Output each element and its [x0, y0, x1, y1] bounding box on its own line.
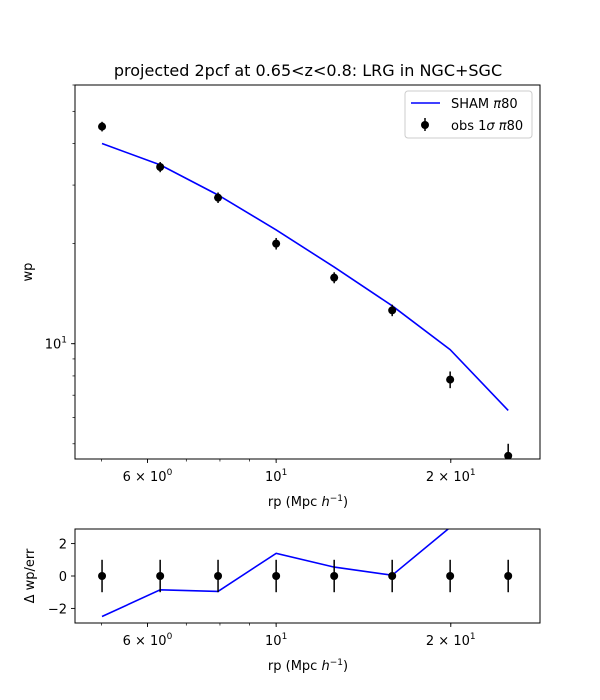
residual-x-tick-label: 101 [265, 632, 287, 649]
residual-y-tick-label: −2 [48, 602, 67, 617]
residual-xlabel-var: h [321, 659, 329, 674]
main-x-tick-label: 2 × 101 [426, 468, 476, 485]
main-y-tick-label-exp: 1 [61, 336, 67, 346]
legend-sham-label: SHAM π80 [451, 97, 518, 112]
main-x-tick-label: 101 [265, 468, 287, 485]
main-xlabel-tail: ) [343, 495, 348, 510]
residual-x-tick-label-base: 2 × 10 [426, 634, 470, 649]
residual-x-tick-label-base: 10 [265, 634, 282, 649]
main-axes-frame [74, 84, 541, 460]
main-xlabel: rp (Mpc h−1) [268, 494, 348, 510]
residual-y-tick-label: 0 [59, 570, 67, 585]
residual-x-tick-label-exp: 1 [282, 632, 288, 642]
legend-obs-label-sym: σ [486, 119, 495, 134]
residual-xlabel-tail: ) [343, 659, 348, 674]
main-xlabel-sup: −1 [330, 494, 343, 504]
residual-data-point [214, 572, 223, 580]
legend-obs-label: obs 1σ π80 [451, 119, 523, 134]
main-data-point [446, 375, 455, 384]
main-data-point [504, 451, 513, 459]
main-data-point [214, 193, 223, 202]
residual-ylabel: Δ wp/err [23, 548, 38, 603]
residual-data-point [446, 572, 455, 580]
main-data-point [330, 273, 339, 282]
legend-obs-marker [421, 121, 429, 129]
residual-xlabel: rp (Mpc h−1) [268, 658, 348, 674]
residual-axes-frame [74, 528, 541, 624]
legend-obs-label-base: obs 1 [451, 119, 486, 134]
legend-sham-label-tail: 80 [501, 97, 518, 112]
residual-data-point [156, 572, 165, 580]
main-data-point [98, 122, 107, 131]
main-x-tick-label-exp: 0 [167, 468, 173, 478]
main-y-tick-label-base: 10 [45, 338, 62, 353]
residual-xlabel-base: rp (Mpc [268, 659, 322, 674]
residual-data-point [388, 572, 397, 580]
main-x-tick-label-base: 10 [265, 470, 282, 485]
residual-data-point [330, 572, 339, 580]
residual-data-point [98, 572, 107, 580]
residual-y-tick-label: 2 [59, 538, 67, 553]
main-marks [98, 121, 513, 459]
main-x-tick-label-exp: 1 [282, 468, 288, 478]
residual-marks [98, 529, 513, 618]
main-x-tick-label: 6 × 100 [123, 468, 173, 485]
main-data-point [272, 239, 281, 248]
residual-x-tick-label: 2 × 101 [426, 632, 476, 649]
main-data-point [156, 163, 165, 172]
residual-x-tick-label-base: 6 × 10 [123, 634, 167, 649]
residual-x-tick-label: 6 × 100 [123, 632, 173, 649]
main-panel: projected 2pcf at 0.65<z<0.8: LRG in NGC… [21, 61, 541, 510]
main-x-tick-label-exp: 1 [470, 468, 476, 478]
main-title: projected 2pcf at 0.65<z<0.8: LRG in NGC… [114, 61, 502, 80]
legend-sham-label-sym: π [493, 97, 501, 112]
main-xlabel-var: h [321, 495, 329, 510]
legend-obs-label-tail: 80 [507, 119, 524, 134]
main-y-tick-label: 101 [45, 336, 67, 353]
residual-model-line [101, 529, 450, 618]
main-model-line [101, 142, 509, 411]
main-xlabel-base: rp (Mpc [268, 495, 322, 510]
residual-data-point [504, 572, 513, 580]
main-x-tick-label-base: 2 × 10 [426, 470, 470, 485]
legend-sham-label-base: SHAM [451, 97, 493, 112]
residual-x-tick-label-exp: 1 [470, 632, 476, 642]
main-x-tick-label-base: 6 × 10 [123, 470, 167, 485]
residual-data-point [272, 572, 281, 580]
main-data-point [388, 306, 397, 315]
legend-obs-label-sym2: π [499, 119, 507, 134]
legend: SHAM π80 obs 1σ π80 [404, 90, 533, 139]
residual-x-tick-label-exp: 0 [167, 632, 173, 642]
residual-xlabel-sup: −1 [330, 658, 343, 668]
main-ylabel: wp [21, 263, 36, 282]
